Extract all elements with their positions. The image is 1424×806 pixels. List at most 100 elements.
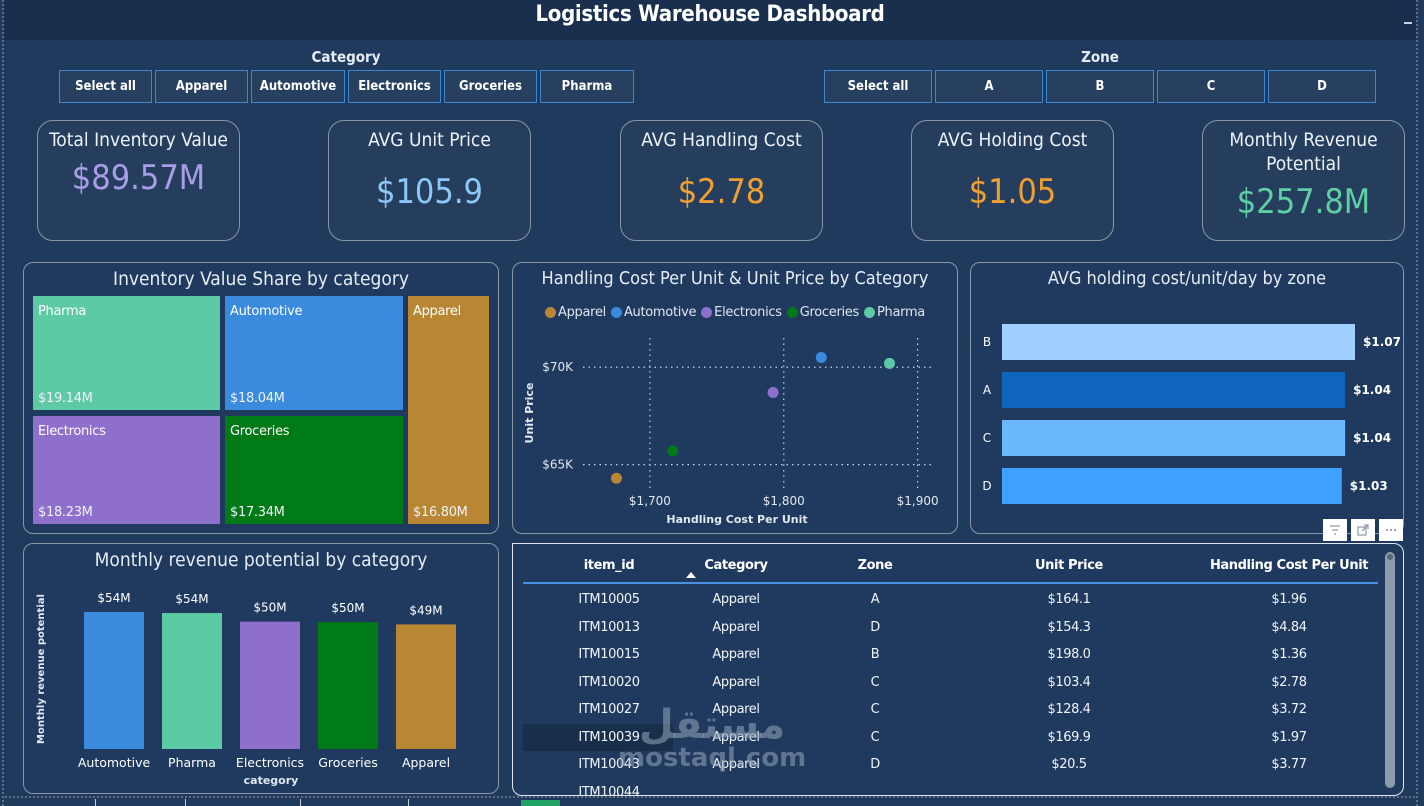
table-row[interactable]: ITM10005 Apparel A $164.1 $1.96 xyxy=(523,586,1378,613)
bar-data-label: $54M xyxy=(175,592,208,606)
zone-option-b[interactable]: B xyxy=(1046,70,1154,103)
cell-item-id: ITM10039 xyxy=(578,729,640,745)
table-row[interactable]: ITM10013 Apparel D $154.3 $4.84 xyxy=(523,614,1378,641)
focus-mode-icon[interactable] xyxy=(1351,519,1375,541)
y-tick-label: $65K xyxy=(542,458,574,472)
column-header-zone[interactable]: Zone xyxy=(857,558,893,573)
zone-option-a[interactable]: A xyxy=(935,70,1043,103)
minimize-icon[interactable] xyxy=(1404,22,1412,24)
holding-cost-bar-chart: B $1.07 A $1.04 C $1.04 D $1.03 xyxy=(982,324,1401,504)
table-row[interactable]: ITM10039 Apparel C $169.9 $1.97 xyxy=(523,724,1378,751)
scatter-panel: Handling Cost Per Unit & Unit Price by C… xyxy=(512,262,958,534)
kpi-avg-handling-cost: AVG Handling Cost $2.78 xyxy=(620,120,823,241)
category-option-groceries[interactable]: Groceries xyxy=(444,70,537,103)
x-axis-title: Handling Cost Per Unit xyxy=(666,513,807,526)
legend-item-automotive[interactable]: Automotive xyxy=(610,305,696,320)
page-tab-separator xyxy=(185,799,186,806)
scatter-point-electronics[interactable] xyxy=(767,387,779,399)
cell-zone: C xyxy=(870,702,880,717)
scatter-plot: $1,700 $1,800 $1,900 $65K $70K Handling Cost … xyxy=(523,338,939,526)
header-bar: Logistics Warehouse Dashboard xyxy=(4,0,1416,40)
treemap-tile-apparel[interactable]: Apparel $16.80M xyxy=(408,296,489,524)
zone-bar-c[interactable] xyxy=(1002,420,1346,456)
cell-item-id: ITM10005 xyxy=(578,592,640,607)
scatter-point-apparel[interactable] xyxy=(610,472,622,484)
legend-label: Apparel xyxy=(558,305,606,320)
kpi-value: $2.78 xyxy=(677,172,766,212)
canvas-border-bottom xyxy=(2,796,1418,798)
category-option-electronics[interactable]: Electronics xyxy=(348,70,441,103)
bar-data-label: $54M xyxy=(97,591,130,605)
category-option-apparel[interactable]: Apparel xyxy=(155,70,248,103)
table-scrollbar[interactable] xyxy=(1385,552,1395,788)
cell-item-id: ITM10027 xyxy=(578,702,640,717)
revenue-bar-pharma[interactable] xyxy=(162,613,222,749)
legend-item-groceries[interactable]: Groceries xyxy=(786,305,859,320)
zone-slicer: Select all A B C D xyxy=(824,70,1376,103)
zone-bar-b[interactable] xyxy=(1002,324,1355,360)
treemap-tile-electronics[interactable]: Electronics $18.23M xyxy=(33,416,220,524)
cell-unit-price: $164.1 xyxy=(1047,592,1091,607)
category-option-pharma[interactable]: Pharma xyxy=(540,70,634,103)
category-option-select-all[interactable]: Select all xyxy=(59,70,152,103)
table-row[interactable]: ITM10043 Apparel D $20.5 $3.77 xyxy=(523,751,1378,778)
tile-label: Apparel xyxy=(413,304,461,319)
category-slicer-title: Category xyxy=(311,48,381,66)
zone-option-select-all[interactable]: Select all xyxy=(824,70,932,103)
sort-ascending-icon[interactable] xyxy=(686,572,696,578)
column-header-unit-price[interactable]: Unit Price xyxy=(1035,558,1103,573)
bar-data-label: $1.04 xyxy=(1353,431,1391,445)
cell-handling-cost: $4.84 xyxy=(1271,619,1307,635)
kpi-label: AVG Holding Cost xyxy=(937,129,1088,151)
legend-dot-icon xyxy=(863,307,875,318)
category-option-automotive[interactable]: Automotive xyxy=(251,70,345,103)
scrollbar-thumb-knob[interactable] xyxy=(1387,554,1393,560)
treemap-panel: Inventory Value Share by category Pharma… xyxy=(23,262,499,534)
page-title: Logistics Warehouse Dashboard xyxy=(535,2,885,27)
holding-cost-panel: AVG holding cost/unit/day by zone B $1.07… xyxy=(970,262,1404,534)
table-row[interactable]: ITM10015 Apparel B $198.0 $1.36 xyxy=(523,641,1378,668)
revenue-bar-electronics[interactable] xyxy=(240,621,300,749)
cell-handling-cost: $1.36 xyxy=(1271,647,1307,662)
zone-bar-a[interactable] xyxy=(1002,372,1346,408)
cell-unit-price: $198.0 xyxy=(1047,647,1091,662)
treemap-tile-groceries[interactable]: Groceries $17.34M xyxy=(225,416,403,524)
more-options-icon[interactable] xyxy=(1379,519,1403,541)
x-tick-label: $1,900 xyxy=(897,494,939,508)
scatter-point-groceries[interactable] xyxy=(667,445,679,457)
treemap-tile-automotive[interactable]: Automotive $18.04M xyxy=(225,296,403,410)
tile-value: $18.04M xyxy=(230,391,285,406)
page-tab-separator xyxy=(95,799,96,806)
cell-zone: D xyxy=(870,757,880,772)
scatter-legend: Apparel Automotive Electronics Groceries… xyxy=(513,305,957,320)
treemap-tile-pharma[interactable]: Pharma $19.14M xyxy=(33,296,220,410)
table-row[interactable]: ITM10044 xyxy=(523,779,1378,796)
bar-data-label: $1.03 xyxy=(1350,479,1388,493)
tile-value: $16.80M xyxy=(413,505,468,520)
zone-slicer-title: Zone xyxy=(1081,48,1119,66)
cell-category: Apparel xyxy=(712,702,760,717)
filter-icon[interactable] xyxy=(1323,519,1347,541)
cell-handling-cost: $1.97 xyxy=(1271,729,1307,745)
page-tab-active[interactable] xyxy=(521,800,560,806)
legend-item-apparel[interactable]: Apparel xyxy=(545,305,606,320)
legend-item-electronics[interactable]: Electronics xyxy=(701,305,782,320)
column-header-handling-cost[interactable]: Handling Cost Per Unit xyxy=(1209,558,1369,573)
revenue-bar-groceries[interactable] xyxy=(318,622,378,749)
x-tick-label: $1,700 xyxy=(629,494,671,508)
column-header-item-id[interactable]: item_id xyxy=(583,558,635,573)
zone-option-c[interactable]: C xyxy=(1157,70,1265,103)
revenue-bar-apparel[interactable] xyxy=(396,624,456,749)
zone-bar-d[interactable] xyxy=(1002,468,1342,504)
revenue-bar-automotive[interactable] xyxy=(84,612,144,749)
column-header-category[interactable]: Category xyxy=(704,558,768,573)
cell-category: Apparel xyxy=(712,729,760,745)
scatter-point-pharma[interactable] xyxy=(884,357,896,369)
scatter-point-automotive[interactable] xyxy=(815,351,827,363)
table-row[interactable]: ITM10027 Apparel C $128.4 $3.72 xyxy=(523,696,1378,723)
table-row[interactable]: ITM10020 Apparel C $103.4 $2.78 xyxy=(523,669,1378,696)
x-tick-label: Electronics xyxy=(236,755,304,770)
zone-option-d[interactable]: D xyxy=(1268,70,1376,103)
legend-item-pharma[interactable]: Pharma xyxy=(863,305,925,320)
x-tick-label: Pharma xyxy=(168,755,216,770)
